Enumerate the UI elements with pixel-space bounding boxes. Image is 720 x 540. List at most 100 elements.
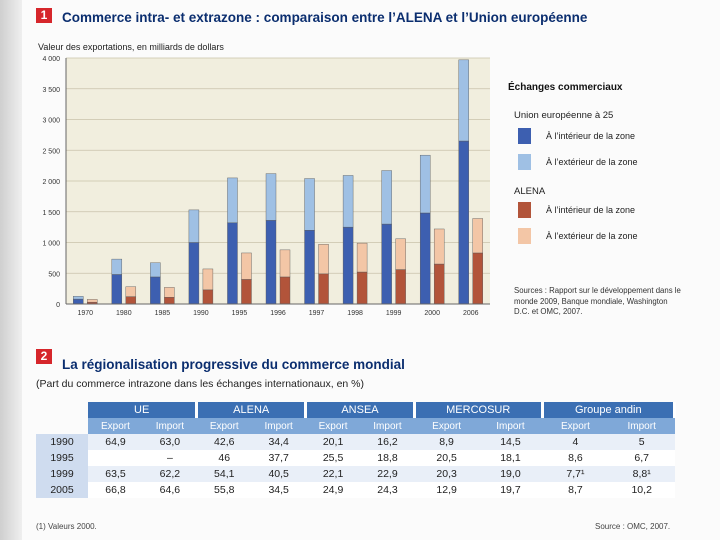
table-corner bbox=[36, 418, 88, 434]
legend-title: Échanges commerciaux bbox=[508, 82, 623, 93]
cell: 8,6 bbox=[542, 450, 609, 466]
subheader: Import bbox=[360, 418, 415, 434]
bar-segment bbox=[164, 287, 175, 298]
bar-segment bbox=[419, 154, 431, 214]
bar-segment bbox=[472, 252, 483, 305]
cell: 7,7¹ bbox=[542, 466, 609, 482]
cell: 34,5 bbox=[251, 482, 306, 498]
gridlines bbox=[66, 57, 490, 274]
bar-segment bbox=[87, 299, 98, 303]
intrazone-table: UE ALENA ANSEA MERCOSUR Groupe andin Exp… bbox=[36, 402, 677, 498]
bar-segment bbox=[111, 258, 123, 275]
table-row: 1999 63,5 62,2 54,1 40,5 22,1 22,9 20,3 … bbox=[36, 466, 675, 482]
bar-segment bbox=[164, 297, 175, 305]
cell: 18,1 bbox=[478, 450, 543, 466]
cell: 40,5 bbox=[251, 466, 306, 482]
bar-segment bbox=[125, 296, 137, 305]
cell: 66,8 bbox=[88, 482, 143, 498]
cell: 62,2 bbox=[142, 466, 197, 482]
y-tick-label: 4 000 bbox=[42, 56, 60, 63]
bar-segment bbox=[73, 296, 84, 300]
x-tick-label: 1999 bbox=[386, 310, 402, 317]
y-tick-label: 500 bbox=[48, 271, 60, 278]
legend-alena-label: ALENA bbox=[514, 186, 546, 197]
subheader: Export bbox=[542, 418, 609, 434]
cell: 20,5 bbox=[414, 450, 479, 466]
bar-segment bbox=[188, 242, 200, 305]
subheader: Import bbox=[608, 418, 675, 434]
cell: – bbox=[142, 450, 197, 466]
table-row: 2005 66,8 64,6 55,8 34,5 24,9 24,3 12,9 … bbox=[36, 482, 675, 498]
section-2-badge: 2 bbox=[36, 349, 52, 364]
row-year: 2005 bbox=[36, 482, 88, 498]
group-header: UE bbox=[88, 402, 199, 418]
x-tick-label: 1990 bbox=[193, 310, 209, 317]
y-tick-label: 1 500 bbox=[42, 210, 60, 217]
bar-segment bbox=[279, 249, 291, 278]
bar-segment bbox=[150, 276, 161, 305]
section-2-title: La régionalisation progressive du commer… bbox=[62, 357, 405, 372]
subheader: Export bbox=[196, 418, 252, 434]
bar-segment bbox=[150, 262, 161, 278]
row-year: 1990 bbox=[36, 434, 88, 450]
table-row: 1990 64,9 63,0 42,6 34,4 20,1 16,2 8,9 1… bbox=[36, 434, 675, 450]
bar-segment bbox=[265, 173, 277, 221]
subheader: Export bbox=[305, 418, 361, 434]
bar-segment bbox=[125, 286, 137, 297]
cell: 10,2 bbox=[608, 482, 675, 498]
x-tick-label: 1998 bbox=[347, 310, 363, 317]
cell: 22,9 bbox=[360, 466, 415, 482]
legend-label: À l’intérieur de la zone bbox=[546, 205, 636, 215]
cell: 64,6 bbox=[142, 482, 197, 498]
legend-swatch bbox=[518, 202, 531, 218]
cell: 22,1 bbox=[305, 466, 361, 482]
cell: 63,0 bbox=[142, 434, 197, 450]
cell: 24,9 bbox=[305, 482, 361, 498]
subheader: Import bbox=[251, 418, 306, 434]
y-axis-label: Valeur des exportations, en milliards de… bbox=[38, 42, 224, 52]
bars bbox=[73, 59, 483, 305]
x-tick-label: 2000 bbox=[424, 310, 440, 317]
bar-segment bbox=[188, 209, 200, 243]
chart-sources: Sources : Rapport sur le développement d… bbox=[514, 286, 681, 316]
cell: 5 bbox=[608, 434, 675, 450]
cell: 16,2 bbox=[360, 434, 415, 450]
legend-eu-label: Union européenne à 25 bbox=[514, 110, 614, 121]
table-source: Source : OMC, 2007. bbox=[595, 522, 671, 531]
cell: 20,3 bbox=[414, 466, 479, 482]
cell: 54,1 bbox=[196, 466, 252, 482]
y-tick-label: 3 000 bbox=[42, 118, 60, 125]
legend-swatch bbox=[518, 228, 531, 244]
y-tick-label: 0 bbox=[56, 302, 60, 309]
cell: 19,0 bbox=[478, 466, 543, 482]
bar-segment bbox=[342, 226, 354, 305]
cell: 37,7 bbox=[251, 450, 306, 466]
bar-segment bbox=[202, 268, 214, 291]
bar-segment bbox=[472, 218, 483, 254]
legend-label: À l’extérieur de la zone bbox=[546, 231, 638, 241]
row-year: 1995 bbox=[36, 450, 88, 466]
legend-label: À l’intérieur de la zone bbox=[546, 131, 636, 141]
cell: 25,5 bbox=[305, 450, 361, 466]
subheader: Import bbox=[142, 418, 197, 434]
bar-segment bbox=[458, 140, 469, 305]
bar-segment bbox=[419, 212, 431, 305]
subheader: Export bbox=[414, 418, 479, 434]
cell: 8,7 bbox=[542, 482, 609, 498]
bar-segment bbox=[279, 276, 291, 305]
bar-segment bbox=[318, 244, 329, 275]
cell: 14,5 bbox=[478, 434, 543, 450]
cell: 8,9 bbox=[414, 434, 479, 450]
x-tick-label: 1985 bbox=[155, 310, 171, 317]
section-2-subtitle: (Part du commerce intrazone dans les éch… bbox=[36, 378, 365, 390]
bar-segment bbox=[318, 273, 329, 305]
table-row: 1995 – 46 37,7 25,5 18,8 20,5 18,1 8,6 6… bbox=[36, 450, 675, 466]
legend: Échanges commerciaux Union européenne à … bbox=[508, 82, 668, 252]
x-tick-label: 1995 bbox=[232, 310, 248, 317]
group-header: Groupe andin bbox=[542, 402, 677, 418]
x-tick-label: 2006 bbox=[463, 310, 479, 317]
cell: 63,5 bbox=[88, 466, 143, 482]
bar-segment bbox=[356, 271, 368, 305]
bar-segment bbox=[304, 229, 315, 305]
legend-swatch bbox=[518, 128, 531, 144]
